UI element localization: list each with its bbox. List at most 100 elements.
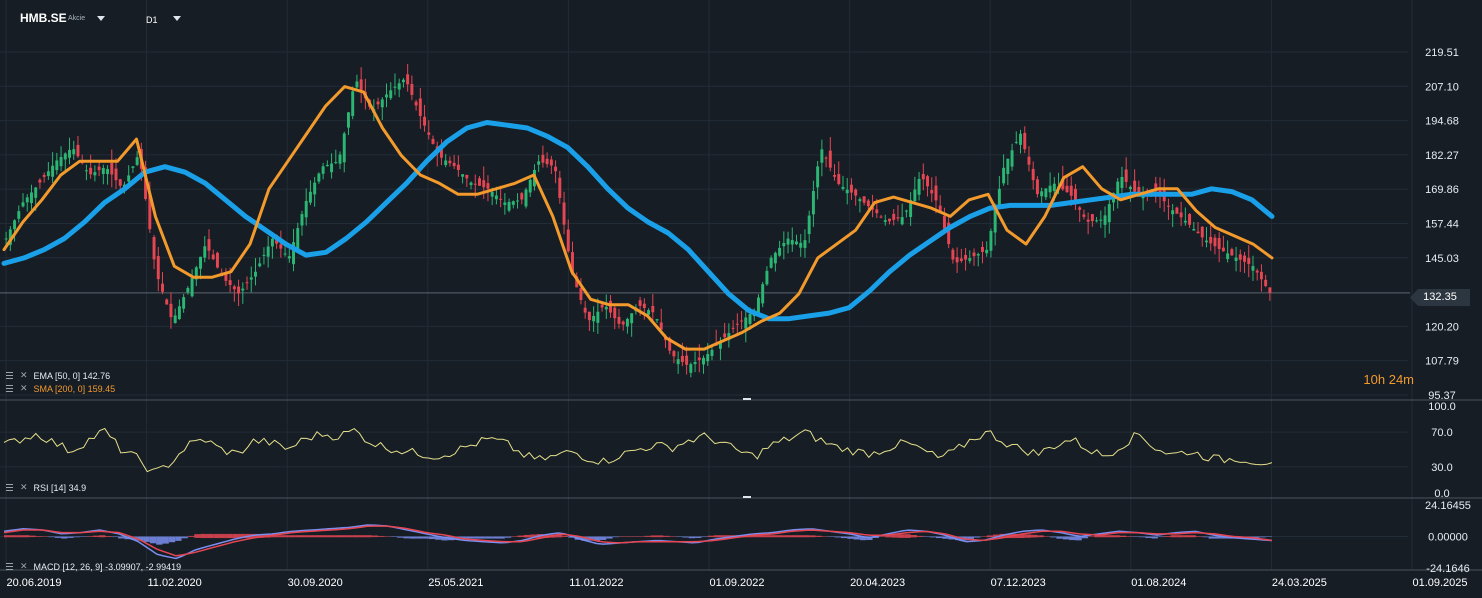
candle	[406, 74, 410, 85]
candle	[169, 303, 173, 318]
candle	[355, 81, 359, 88]
candle	[93, 172, 97, 176]
macd-histogram-bar	[73, 536, 81, 538]
candle	[985, 249, 989, 254]
candle	[127, 175, 131, 182]
menu-icon[interactable]	[6, 483, 17, 492]
candle	[461, 174, 465, 177]
macd-histogram-bar	[878, 536, 886, 537]
ema-legend[interactable]: ✕ EMA [50, 0] 142.76	[6, 370, 110, 381]
candle	[592, 315, 596, 322]
candle	[710, 349, 714, 356]
macd-legend[interactable]: ✕ MACD [12, 26, 9] -3.09907, -2.99419	[6, 561, 181, 572]
macd-histogram-bar	[428, 536, 436, 540]
candle	[1183, 220, 1187, 223]
macd-histogram-bar	[859, 536, 867, 541]
macd-histogram-bar	[568, 536, 575, 538]
candle	[1040, 191, 1044, 197]
close-icon[interactable]: ✕	[20, 561, 28, 571]
candle	[1247, 257, 1251, 264]
price-axis-label: 95.37	[1428, 390, 1456, 402]
candle	[790, 240, 794, 245]
candle	[63, 153, 67, 160]
candle	[833, 174, 837, 177]
moving-average-lines	[1, 85, 1275, 351]
macd-histogram-bar	[1024, 534, 1032, 538]
symbol-label[interactable]: HMB.SE	[20, 11, 67, 25]
candle	[135, 157, 139, 165]
candle	[1078, 207, 1082, 210]
candle	[215, 252, 219, 268]
rsi-legend[interactable]: ✕ RSI [14] 34.9	[6, 482, 86, 493]
macd-histogram-bar	[1075, 536, 1082, 541]
macd-histogram-bar	[701, 536, 708, 537]
macd-histogram-bar	[942, 536, 949, 539]
menu-icon[interactable]	[6, 562, 17, 571]
menu-icon[interactable]	[6, 371, 17, 380]
rsi-axis-label: 70.0	[1431, 427, 1452, 439]
macd-histogram-bar	[1113, 535, 1120, 538]
candle	[1217, 238, 1221, 250]
macd-histogram-bar	[1202, 536, 1209, 538]
macd-histogram-bar	[1107, 535, 1114, 538]
macd-histogram-bar	[35, 536, 43, 537]
macd-histogram-bar	[1265, 536, 1272, 537]
candle	[410, 83, 414, 95]
candle	[1107, 204, 1111, 223]
candle	[55, 160, 59, 171]
candle	[1120, 176, 1124, 188]
price-axis-label: 145.03	[1425, 253, 1459, 265]
candle	[76, 144, 80, 157]
candle	[921, 174, 925, 180]
candle-countdown: 10h 24m	[1363, 372, 1414, 387]
candle	[668, 338, 672, 351]
sma-line	[1, 120, 1275, 322]
close-icon[interactable]: ✕	[20, 370, 28, 380]
macd-histogram-bar	[118, 536, 125, 539]
candle	[706, 354, 710, 362]
macd-histogram-bar	[485, 536, 493, 539]
candle	[152, 237, 156, 260]
macd-legend-text: MACD [12, 26, 9] -3.09907, -2.99419	[33, 561, 182, 572]
price-axis-label: 157.44	[1425, 219, 1459, 231]
candle	[566, 229, 570, 252]
candle	[1251, 266, 1255, 271]
candle	[883, 220, 887, 222]
candle	[976, 254, 980, 256]
sma-legend[interactable]: ✕ SMA [200, 0] 159.45	[6, 383, 115, 394]
candle	[545, 158, 549, 165]
macd-histogram-bar	[891, 534, 898, 538]
candle	[571, 252, 574, 275]
candle	[795, 241, 798, 245]
candle	[249, 277, 253, 280]
candle	[308, 191, 312, 203]
candle	[452, 162, 456, 167]
signal-line	[3, 525, 1273, 557]
candle	[1099, 219, 1103, 221]
close-icon[interactable]: ✕	[20, 383, 28, 393]
candle	[748, 314, 752, 324]
macd-axis-label: 24.16455	[1425, 500, 1471, 512]
candle	[642, 303, 646, 309]
candle	[338, 154, 342, 164]
macd-histogram-bar	[295, 535, 302, 538]
symbol-dropdown-icon[interactable]	[97, 16, 105, 21]
macd-histogram-bar	[523, 534, 531, 538]
candle	[638, 300, 642, 306]
timeframe-dropdown-icon[interactable]	[173, 16, 181, 21]
candle	[490, 191, 494, 197]
price-axis-label: 207.10	[1425, 81, 1459, 93]
candle	[1086, 219, 1090, 222]
candle	[486, 183, 490, 189]
macd-histogram-bar	[1062, 536, 1070, 540]
close-icon[interactable]: ✕	[20, 482, 28, 492]
macd-histogram-bar	[923, 536, 930, 537]
candle	[418, 98, 422, 116]
timeframe-label[interactable]: D1	[146, 15, 158, 25]
menu-icon[interactable]	[6, 384, 17, 393]
candle	[29, 192, 33, 204]
candle	[1154, 183, 1158, 192]
macd-histogram-bar	[638, 536, 645, 537]
candle	[951, 249, 955, 260]
rsi-axis-label: 30.0	[1431, 462, 1452, 474]
